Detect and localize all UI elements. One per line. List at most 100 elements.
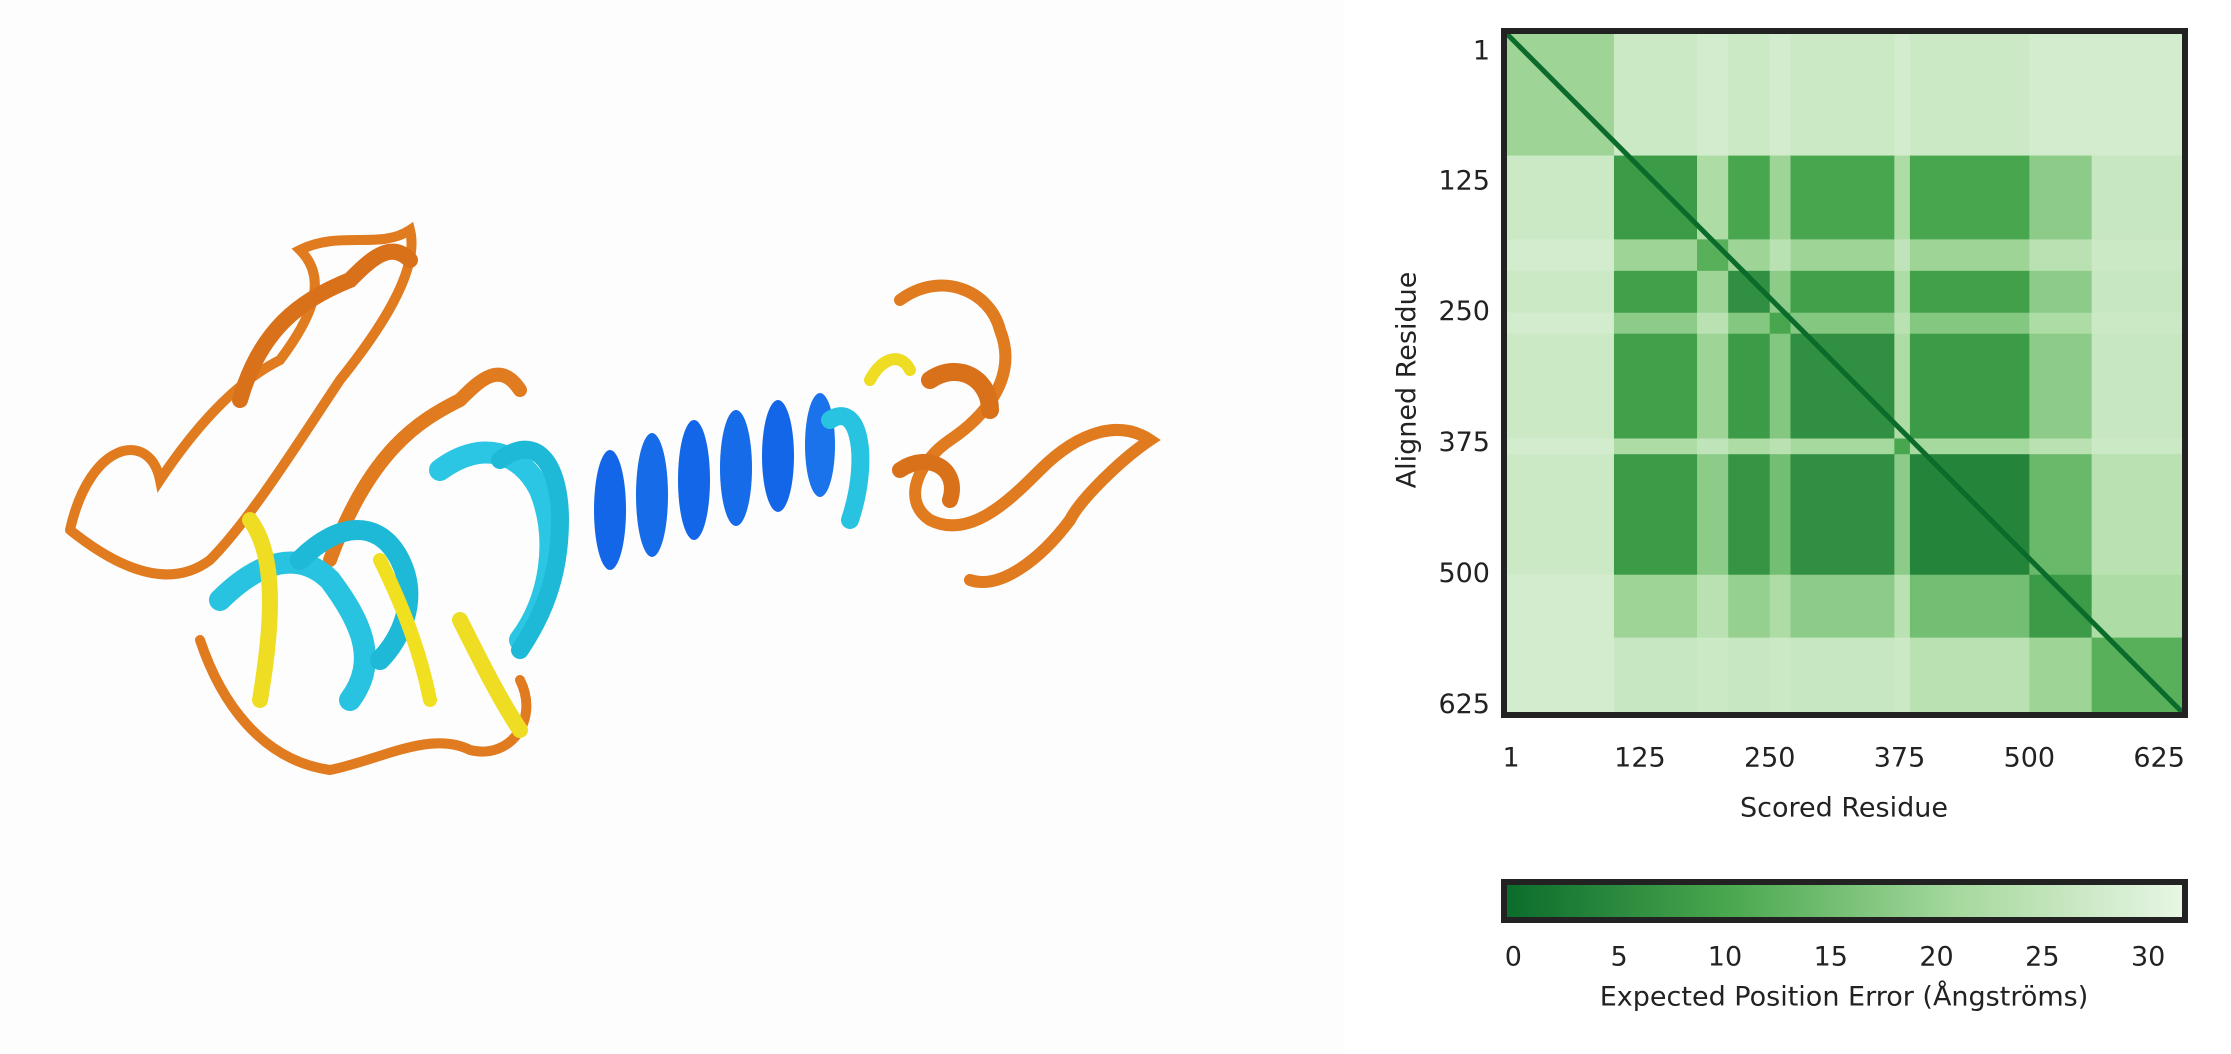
heatmap-cell bbox=[1697, 454, 1729, 576]
heatmap-cell bbox=[1728, 637, 1771, 712]
heatmap-cell bbox=[1613, 574, 1698, 639]
y-axis-label: Aligned Residue bbox=[1392, 272, 1423, 489]
heatmap-cell bbox=[1507, 155, 1615, 240]
heatmap-cell bbox=[1769, 312, 1791, 335]
colorbar-tick-label: 5 bbox=[1611, 942, 1628, 973]
heatmap-cell bbox=[1613, 270, 1698, 314]
heatmap-cell bbox=[2029, 574, 2093, 639]
heatmap-cell bbox=[1769, 34, 1791, 157]
heatmap-cell bbox=[1613, 34, 1698, 157]
heatmap-cell bbox=[1894, 438, 1911, 455]
y-tick-label: 125 bbox=[1438, 165, 1490, 196]
heatmap-cell bbox=[1697, 239, 1729, 272]
heatmap-cell bbox=[1728, 454, 1771, 576]
heatmap-cell bbox=[1790, 438, 1895, 455]
heatmap-cell bbox=[1613, 637, 1698, 712]
heatmap-cell bbox=[1909, 637, 2030, 712]
heatmap-cell bbox=[1894, 239, 1911, 272]
heatmap-cell bbox=[2091, 454, 2182, 576]
colorbar-tick-label: 15 bbox=[1814, 942, 1848, 973]
heatmap-cell bbox=[2029, 270, 2093, 314]
heatmap-cell bbox=[1697, 34, 1729, 157]
heatmap-cell bbox=[1728, 312, 1771, 335]
y-tick-label: 250 bbox=[1438, 296, 1490, 327]
heatmap-cell bbox=[1790, 155, 1895, 240]
heatmap-cell bbox=[1507, 333, 1615, 439]
heatmap-frame bbox=[1501, 28, 2188, 718]
heatmap-cell bbox=[1909, 438, 2030, 455]
heatmap-cell bbox=[1697, 270, 1729, 314]
heatmap-cell bbox=[1909, 155, 2030, 240]
heatmap-cell bbox=[1769, 637, 1791, 712]
y-tick-label: 500 bbox=[1438, 558, 1490, 589]
heatmap-cell bbox=[1769, 155, 1791, 240]
heatmap-cell bbox=[1728, 574, 1771, 639]
heatmap-cell bbox=[1909, 574, 2030, 639]
heatmap-cell bbox=[1894, 34, 1911, 157]
heatmap-cell bbox=[2029, 239, 2093, 272]
heatmap-cell bbox=[2091, 155, 2182, 240]
x-tick-label: 1 bbox=[1503, 743, 1520, 774]
heatmap-cell bbox=[2091, 438, 2182, 455]
x-tick-label: 625 bbox=[2133, 743, 2185, 774]
heatmap-cell bbox=[2029, 312, 2093, 335]
y-tick-label: 625 bbox=[1438, 689, 1490, 720]
colorbar-label: Expected Position Error (Ångströms) bbox=[1600, 981, 2089, 1013]
heatmap-cell bbox=[2029, 637, 2093, 712]
heatmap-cell bbox=[1790, 574, 1895, 639]
heatmap-cell bbox=[1894, 155, 1911, 240]
heatmap-cell bbox=[1613, 312, 1698, 335]
colorbar-tick-label: 25 bbox=[2025, 942, 2059, 973]
heatmap-cell bbox=[1613, 155, 1698, 240]
heatmap-cell bbox=[2029, 155, 2093, 240]
heatmap-cell bbox=[2091, 34, 2182, 157]
heatmap-cell bbox=[1790, 270, 1895, 314]
colorbar-tick-label: 20 bbox=[1919, 942, 1953, 973]
heatmap-cell bbox=[1894, 454, 1911, 576]
heatmap-cell bbox=[1894, 574, 1911, 639]
heatmap-cell bbox=[2091, 574, 2182, 639]
heatmap-cell bbox=[1697, 574, 1729, 639]
heatmap-cell bbox=[1894, 270, 1911, 314]
heatmap-cell bbox=[1909, 333, 2030, 439]
heatmap-cell bbox=[2091, 333, 2182, 439]
heatmap-cell bbox=[1790, 454, 1895, 576]
heatmap-cell bbox=[1507, 34, 1615, 157]
x-tick-label: 500 bbox=[2004, 743, 2056, 774]
heatmap-cell bbox=[1894, 637, 1911, 712]
protein-structure bbox=[65, 221, 1161, 776]
heatmap-cell bbox=[1769, 574, 1791, 639]
heatmap-cell bbox=[1613, 333, 1698, 439]
heatmap-cell bbox=[1728, 239, 1771, 272]
heatmap-cell bbox=[2029, 34, 2093, 157]
heatmap bbox=[1507, 34, 2182, 712]
heatmap-cell bbox=[1697, 438, 1729, 455]
heatmap-cell bbox=[1790, 333, 1895, 439]
heatmap-cell bbox=[1507, 574, 1615, 639]
heatmap-cell bbox=[1697, 312, 1729, 335]
colorbar-tick-label: 30 bbox=[2131, 942, 2165, 973]
heatmap-cell bbox=[1507, 239, 1615, 272]
x-axis-label: Scored Residue bbox=[1740, 793, 1948, 824]
heatmap-cell bbox=[1613, 239, 1698, 272]
heatmap-cell bbox=[1728, 333, 1771, 439]
y-tick-label: 1 bbox=[1473, 35, 1490, 66]
heatmap-cell bbox=[1909, 239, 2030, 272]
heatmap-cell bbox=[1909, 270, 2030, 314]
heatmap-cell bbox=[1790, 637, 1895, 712]
heatmap-cell bbox=[1728, 155, 1771, 240]
colorbar bbox=[1501, 879, 2188, 923]
heatmap-cell bbox=[1894, 333, 1911, 439]
heatmap-cell bbox=[1507, 270, 1615, 314]
heatmap-cell bbox=[1894, 312, 1911, 335]
heatmap-cell bbox=[1909, 454, 2030, 576]
heatmap-cell bbox=[1790, 34, 1895, 157]
heatmap-cell bbox=[1697, 155, 1729, 240]
heatmap-cell bbox=[1507, 454, 1615, 576]
heatmap-cell bbox=[2029, 454, 2093, 576]
heatmap-cell bbox=[1769, 333, 1791, 439]
heatmap-cell bbox=[1507, 438, 1615, 455]
heatmap-cell bbox=[1728, 438, 1771, 455]
